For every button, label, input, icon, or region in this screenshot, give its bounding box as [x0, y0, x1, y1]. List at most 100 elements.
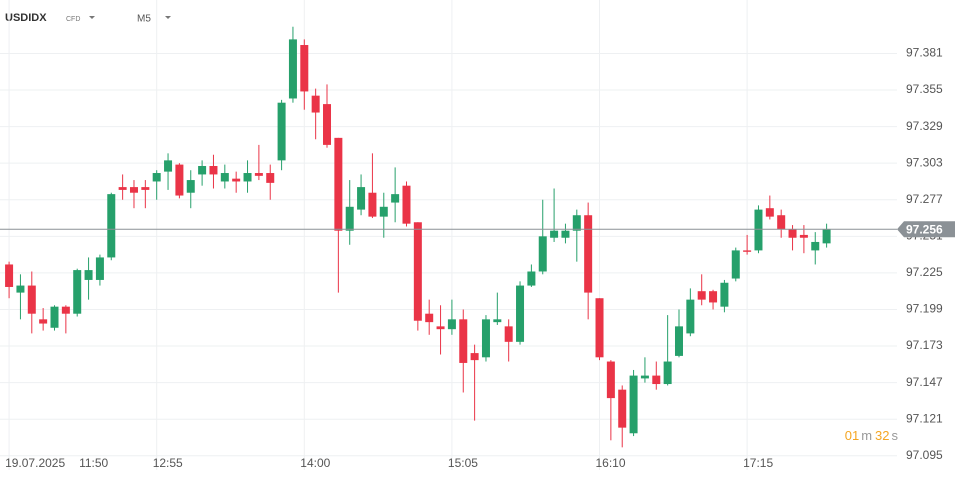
- candle-body: [107, 194, 116, 258]
- candle-body: [595, 298, 604, 358]
- y-tick-label: 97.121: [906, 411, 943, 425]
- candle-body: [209, 165, 218, 175]
- candle-body: [720, 282, 729, 307]
- candle-body: [459, 319, 468, 363]
- y-tick-label: 97.199: [906, 302, 943, 316]
- candle-body: [84, 270, 93, 280]
- candle-body: [27, 285, 36, 314]
- candle-body: [538, 236, 547, 272]
- candle-body: [368, 192, 377, 217]
- y-tick-label: 97.147: [906, 375, 943, 389]
- timeframe-dropdown[interactable]: [165, 16, 171, 19]
- candle-body: [220, 173, 229, 182]
- candle-body: [663, 361, 672, 385]
- countdown: 01 m 32 s: [845, 428, 899, 443]
- y-tick-label: 97.381: [906, 46, 943, 60]
- candle-body: [39, 319, 48, 324]
- y-tick-label: 97.225: [906, 265, 943, 279]
- candle-body: [436, 326, 445, 330]
- current-price-label: 97.256: [906, 222, 943, 236]
- candle-body: [300, 45, 309, 92]
- symbol-dropdown[interactable]: [89, 16, 95, 19]
- candle-body: [765, 208, 774, 217]
- candle-body: [606, 361, 615, 399]
- candle-body: [731, 250, 740, 279]
- candle-body: [175, 164, 184, 196]
- candle-body: [5, 264, 14, 287]
- y-tick-label: 97.173: [906, 338, 943, 352]
- candle-body: [652, 375, 661, 385]
- candle-body: [118, 187, 127, 190]
- current-price-tag: [897, 221, 955, 238]
- candle-body: [73, 270, 82, 314]
- candle-body: [516, 285, 525, 342]
- candle-body: [141, 187, 150, 190]
- candle-body: [61, 306, 70, 314]
- candle-body: [493, 319, 502, 323]
- candle-body: [288, 39, 297, 99]
- candle-body: [811, 241, 820, 251]
- candle-body: [686, 299, 695, 334]
- candle-body: [629, 375, 638, 434]
- x-tick-label: 12:55: [153, 456, 183, 470]
- candle-body: [527, 271, 536, 286]
- candle-body: [254, 173, 263, 176]
- timeframe[interactable]: M5: [137, 14, 151, 25]
- candle-body: [709, 291, 718, 303]
- candle-body: [584, 215, 593, 293]
- candle-body: [391, 194, 400, 203]
- x-tick-label: 17:15: [743, 456, 773, 470]
- candle-body: [186, 180, 195, 193]
- y-tick-label: 97.355: [906, 82, 943, 96]
- x-tick-label: 16:10: [596, 456, 626, 470]
- candle-body: [277, 102, 286, 161]
- x-tick-label: 19.07.2025: [5, 456, 65, 470]
- y-tick-label: 97.329: [906, 119, 943, 133]
- candle-body: [311, 95, 320, 113]
- x-tick-label: 15:05: [448, 456, 478, 470]
- candle-body: [402, 185, 411, 224]
- candle-body: [640, 375, 649, 379]
- candle-body: [334, 137, 343, 231]
- countdown-seconds: 32: [875, 428, 889, 443]
- candle-body: [413, 222, 422, 321]
- candle-body: [425, 313, 434, 323]
- y-tick-label: 97.303: [906, 155, 943, 169]
- candle-body: [129, 187, 138, 193]
- candle-body: [470, 353, 479, 361]
- candle-body: [50, 306, 59, 328]
- candle-body: [357, 187, 366, 210]
- symbol: USDIDX: [5, 12, 47, 24]
- candle-body: [447, 319, 456, 330]
- candle-body: [379, 206, 388, 217]
- candle-body: [754, 209, 763, 251]
- candle-body: [788, 229, 797, 238]
- candle-body: [243, 173, 252, 182]
- countdown-minutes: 01: [845, 428, 859, 443]
- candle-body: [822, 229, 831, 244]
- candle-body: [323, 104, 332, 145]
- candle-body: [674, 326, 683, 356]
- candle-body: [777, 215, 786, 230]
- candle-body: [164, 160, 173, 172]
- candle-body: [481, 319, 490, 358]
- candle-body: [561, 230, 570, 238]
- candle-body: [95, 257, 104, 280]
- x-tick-label: 11:50: [79, 456, 108, 470]
- candle-body: [232, 178, 241, 182]
- candle-body: [504, 326, 513, 342]
- countdown-seconds-unit: s: [892, 428, 899, 443]
- candle-body: [799, 234, 808, 238]
- countdown-minutes-unit: m: [861, 428, 872, 443]
- candles: [5, 26, 831, 448]
- x-tick-label: 14:00: [300, 456, 330, 470]
- candle-body: [16, 285, 25, 293]
- candle-body: [743, 250, 752, 252]
- candle-body: [697, 291, 706, 300]
- candle-body: [618, 389, 627, 428]
- symbol-suffix: CFD: [66, 16, 80, 23]
- candle-body: [572, 215, 581, 231]
- candle-body: [198, 165, 207, 175]
